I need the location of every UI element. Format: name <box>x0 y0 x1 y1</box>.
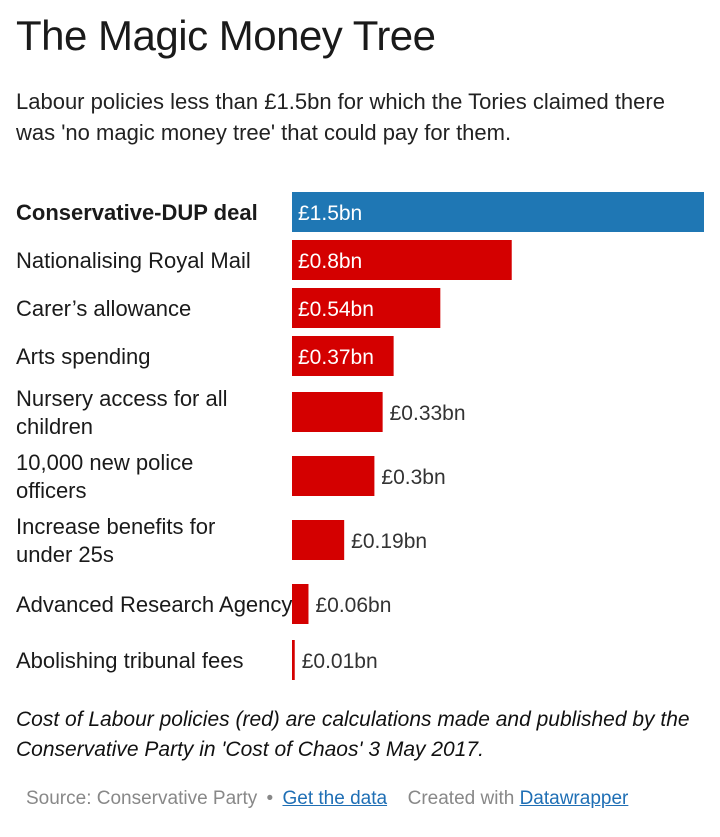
category-label: Abolishing tribunal fees <box>16 648 243 673</box>
source-text: Source: Conservative Party <box>26 788 258 809</box>
bar-chart: Conservative-DUP deal £1.5bn Nationalising… <box>16 192 704 680</box>
category-label: Arts spending <box>16 344 151 369</box>
category-label: Increase benefits for under 25s <box>16 514 215 567</box>
category-label: Advanced Research Agency <box>16 592 292 617</box>
value-label: £0.37bn <box>298 346 374 369</box>
bar <box>292 584 309 624</box>
value-label: £1.5bn <box>298 202 362 225</box>
category-label: Conservative-DUP deal <box>16 200 258 225</box>
bar <box>292 520 345 560</box>
category-label: Nursery access for all children <box>16 386 228 439</box>
category-label: 10,000 new police officers <box>16 450 193 503</box>
bar <box>292 240 512 280</box>
chart-notes: Cost of Labour policies (red) are calcul… <box>16 708 690 761</box>
value-label: £0.33bn <box>390 402 466 425</box>
bar <box>292 456 375 496</box>
datawrapper-link[interactable]: Datawrapper <box>519 788 629 809</box>
chart-footer: Source: Conservative Party • Get the dat… <box>26 788 628 810</box>
bar <box>292 336 394 376</box>
category-label: Nationalising Royal Mail <box>16 248 251 273</box>
value-label: £0.54bn <box>298 298 374 321</box>
value-label: £0.06bn <box>315 594 391 617</box>
bar <box>292 288 441 328</box>
get-data-link[interactable]: Get the data <box>282 788 388 809</box>
chart-subtitle: Labour policies less than £1.5bn for whi… <box>16 89 665 145</box>
footer-separator: • <box>266 788 274 809</box>
chart-title: The Magic Money Tree <box>16 12 436 59</box>
created-with-text: Created with <box>407 788 515 809</box>
value-label: £0.3bn <box>381 466 445 489</box>
bar <box>292 192 704 232</box>
value-label: £0.01bn <box>302 650 378 673</box>
category-label: Carer’s allowance <box>16 296 191 321</box>
bar <box>292 392 383 432</box>
bar <box>292 640 295 680</box>
value-label: £0.19bn <box>351 530 427 553</box>
value-label: £0.8bn <box>298 250 362 273</box>
